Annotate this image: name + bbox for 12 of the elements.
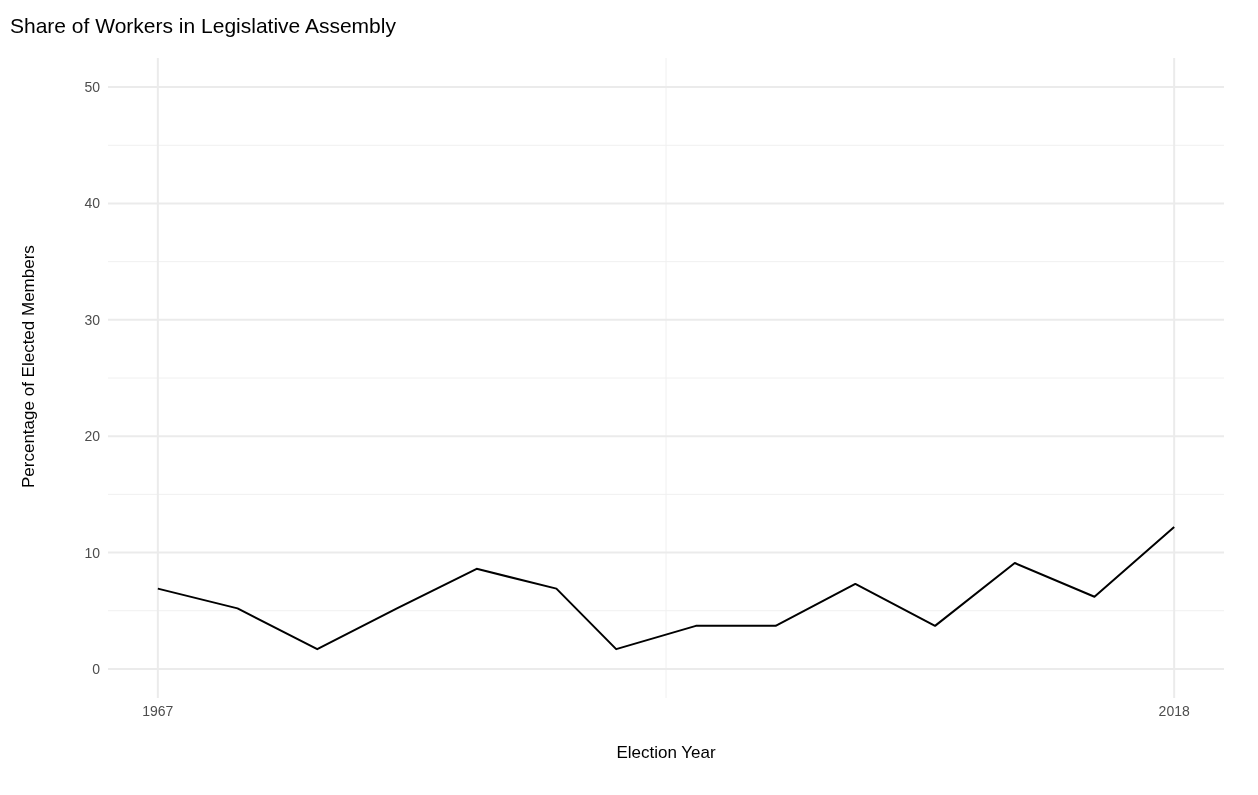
x-tick-label: 1967 [142, 702, 174, 719]
x-tick-label: 2018 [1158, 702, 1190, 719]
x-axis-title: Election Year [616, 743, 716, 762]
y-tick-label: 0 [92, 660, 101, 677]
y-tick-label: 50 [84, 79, 101, 96]
y-tick-label: 20 [84, 428, 101, 445]
chart-title: Share of Workers in Legislative Assembly [10, 14, 396, 38]
y-tick-label: 40 [84, 195, 101, 212]
y-tick-label: 10 [84, 544, 101, 561]
line-series [156, 525, 1176, 651]
y-tick-label: 30 [84, 311, 101, 328]
y-axis-title: Percentage of Elected Members [19, 245, 39, 488]
